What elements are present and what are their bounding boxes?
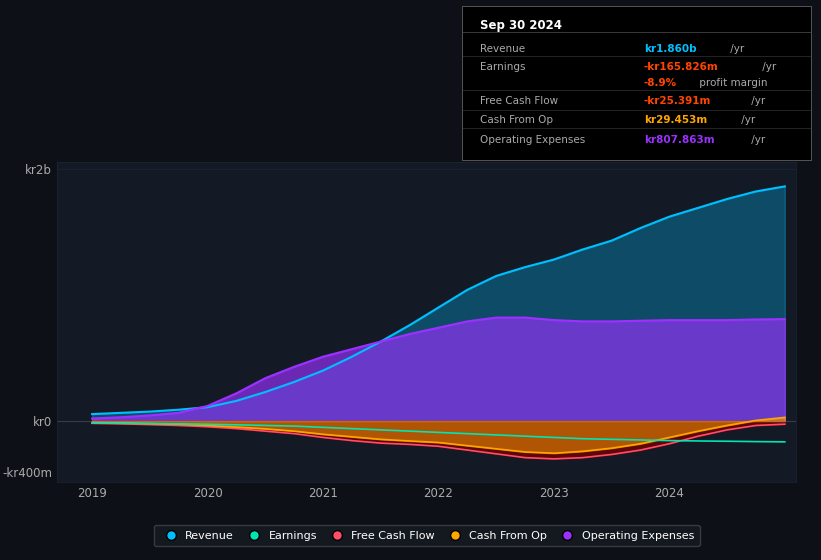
Text: Operating Expenses: Operating Expenses [479,134,585,144]
Text: kr29.453m: kr29.453m [644,115,707,124]
Text: /yr: /yr [749,96,766,106]
Text: Earnings: Earnings [479,62,525,72]
Text: Cash From Op: Cash From Op [479,115,553,124]
Text: profit margin: profit margin [696,78,768,87]
Text: -kr25.391m: -kr25.391m [644,96,711,106]
Text: /yr: /yr [727,44,745,54]
Text: /yr: /yr [749,134,766,144]
Text: kr807.863m: kr807.863m [644,134,714,144]
Legend: Revenue, Earnings, Free Cash Flow, Cash From Op, Operating Expenses: Revenue, Earnings, Free Cash Flow, Cash … [154,525,699,546]
Text: kr1.860b: kr1.860b [644,44,696,54]
Text: /yr: /yr [759,62,776,72]
Text: -8.9%: -8.9% [644,78,677,87]
Text: Revenue: Revenue [479,44,525,54]
Text: Sep 30 2024: Sep 30 2024 [479,20,562,32]
Text: /yr: /yr [738,115,755,124]
Text: -kr165.826m: -kr165.826m [644,62,718,72]
Text: Free Cash Flow: Free Cash Flow [479,96,557,106]
